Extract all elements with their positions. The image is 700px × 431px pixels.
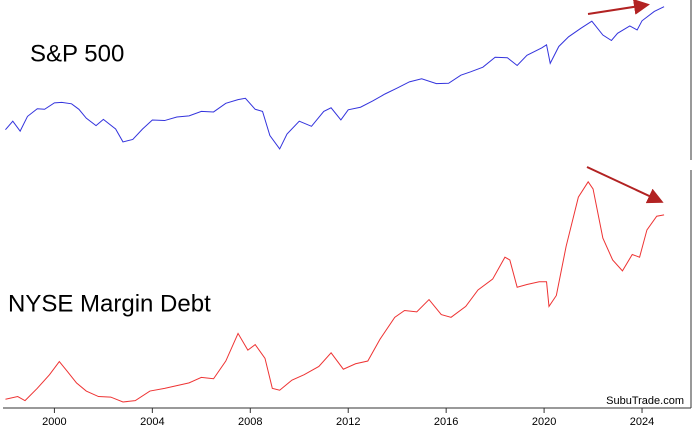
arrow	[587, 0, 650, 15]
data-line	[5, 180, 665, 403]
x-tick-label: 2024	[630, 416, 654, 428]
watermark: SubuTrade.com	[606, 395, 684, 407]
x-tick-label: 2000	[42, 416, 66, 428]
panel-title: NYSE Margin Debt	[8, 290, 211, 317]
x-tick-label: 2012	[336, 416, 360, 428]
x-tick-label: 2016	[434, 416, 458, 428]
arrow	[586, 166, 664, 204]
x-tick-label: 2004	[140, 416, 164, 428]
x-tick-label: 2020	[532, 416, 556, 428]
data-line	[5, 6, 665, 150]
x-tick-label: 2008	[238, 416, 262, 428]
panel-title: S&P 500	[30, 40, 124, 67]
